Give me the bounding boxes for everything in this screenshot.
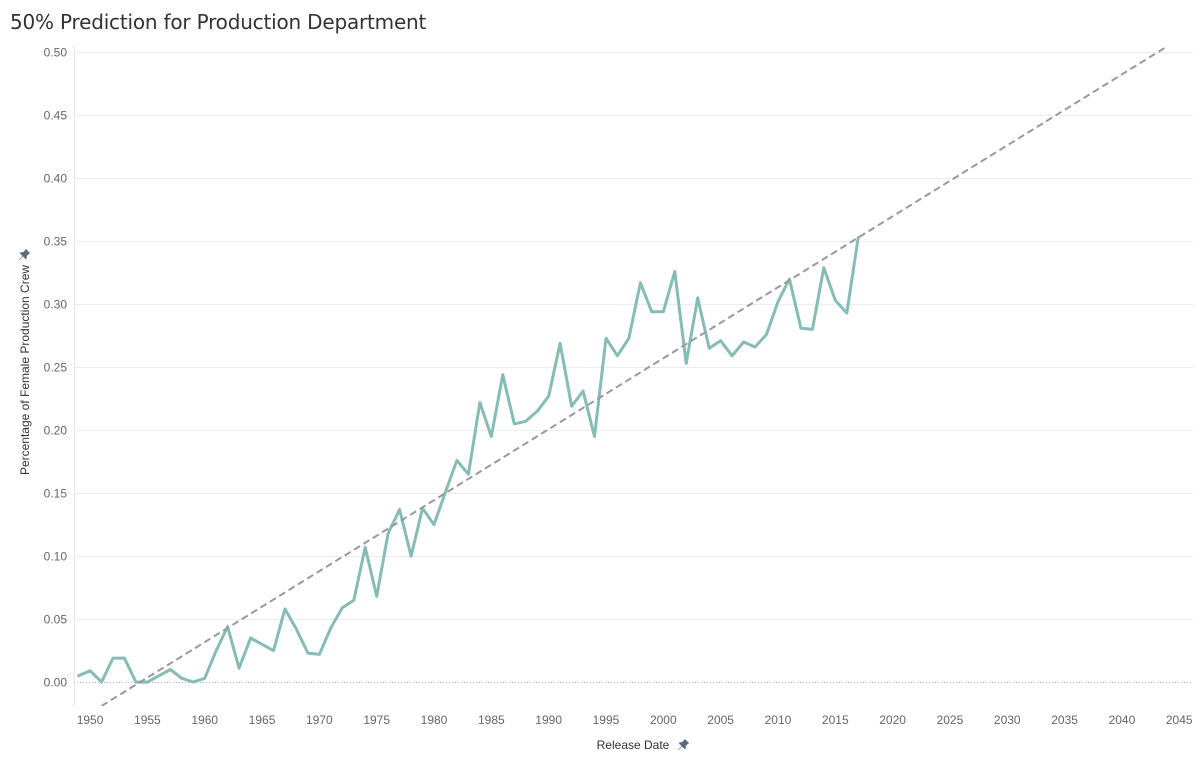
- y-axis-title: Percentage of Female Production Crew: [18, 265, 32, 475]
- y-tick-label: 0.40: [44, 172, 68, 186]
- chart-title: 50% Prediction for Production Department: [10, 10, 427, 34]
- y-tick-label: 0.05: [44, 613, 68, 627]
- y-tick-label: 0.35: [44, 235, 68, 249]
- x-axis-ticks: 1950 1955 1960 1965 1970 1975 1980 1985 1990 1995…: [77, 713, 1193, 727]
- x-tick-label: 1995: [593, 713, 620, 727]
- x-tick-label: 1965: [249, 713, 276, 727]
- x-tick-label: 1960: [191, 713, 218, 727]
- y-tick-label: 0.30: [44, 298, 68, 312]
- gridlines: [74, 52, 1193, 620]
- x-tick-label: 1970: [306, 713, 333, 727]
- x-tick-label: 1990: [535, 713, 562, 727]
- x-tick-label: 2025: [937, 713, 964, 727]
- y-tick-label: 0.00: [44, 676, 68, 690]
- x-tick-label: 2040: [1109, 713, 1136, 727]
- x-tick-label: 2005: [707, 713, 734, 727]
- trend-line[interactable]: [100, 46, 1169, 706]
- x-tick-label: 1950: [77, 713, 104, 727]
- x-tick-label: 2030: [994, 713, 1021, 727]
- y-axis-ticks: 0.00 0.05 0.10 0.15 0.20 0.25 0.30 0.35 0.40 0.45…: [44, 46, 68, 690]
- y-tick-label: 0.45: [44, 109, 68, 123]
- x-tick-label: 1975: [363, 713, 390, 727]
- series-line[interactable]: [77, 236, 860, 684]
- pin-icon[interactable]: [18, 248, 31, 261]
- x-tick-label: 1955: [134, 713, 161, 727]
- x-tick-label: 2000: [650, 713, 677, 727]
- y-tick-label: 0.20: [44, 424, 68, 438]
- x-tick-label: 1985: [478, 713, 505, 727]
- x-tick-label: 2010: [765, 713, 792, 727]
- y-tick-label: 0.25: [44, 361, 68, 375]
- x-tick-label: 2015: [822, 713, 849, 727]
- y-tick-label: 0.15: [44, 487, 68, 501]
- x-tick-label: 2045: [1166, 713, 1193, 727]
- x-tick-label: 2020: [879, 713, 906, 727]
- x-axis-title: Release Date: [597, 738, 670, 752]
- x-tick-label: 2035: [1051, 713, 1078, 727]
- y-tick-label: 0.50: [44, 46, 68, 60]
- x-tick-label: 1980: [421, 713, 448, 727]
- pin-icon[interactable]: [677, 738, 690, 751]
- y-tick-label: 0.10: [44, 550, 68, 564]
